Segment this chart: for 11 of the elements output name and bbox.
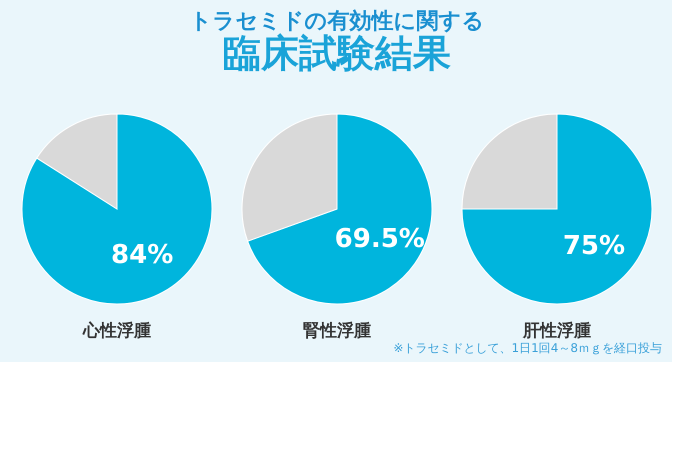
pie-slice xyxy=(22,114,212,304)
data-label: 84% xyxy=(111,240,174,270)
chart-title: トラセミドの有効性に関する xyxy=(190,9,484,34)
chart-subtitle: 臨床試験結果 xyxy=(223,31,451,75)
pie-slice xyxy=(462,114,652,304)
text: ※トラセミドとして、1日1回4～8ｍｇを経口投与 xyxy=(393,341,662,355)
text: 腎性浮腫 xyxy=(303,321,371,341)
data-label: 75% xyxy=(562,230,626,261)
text: 肝性浮腫 xyxy=(522,321,591,341)
data-label: 69.5% xyxy=(334,224,425,254)
text: 心性浮腫 xyxy=(82,321,151,341)
